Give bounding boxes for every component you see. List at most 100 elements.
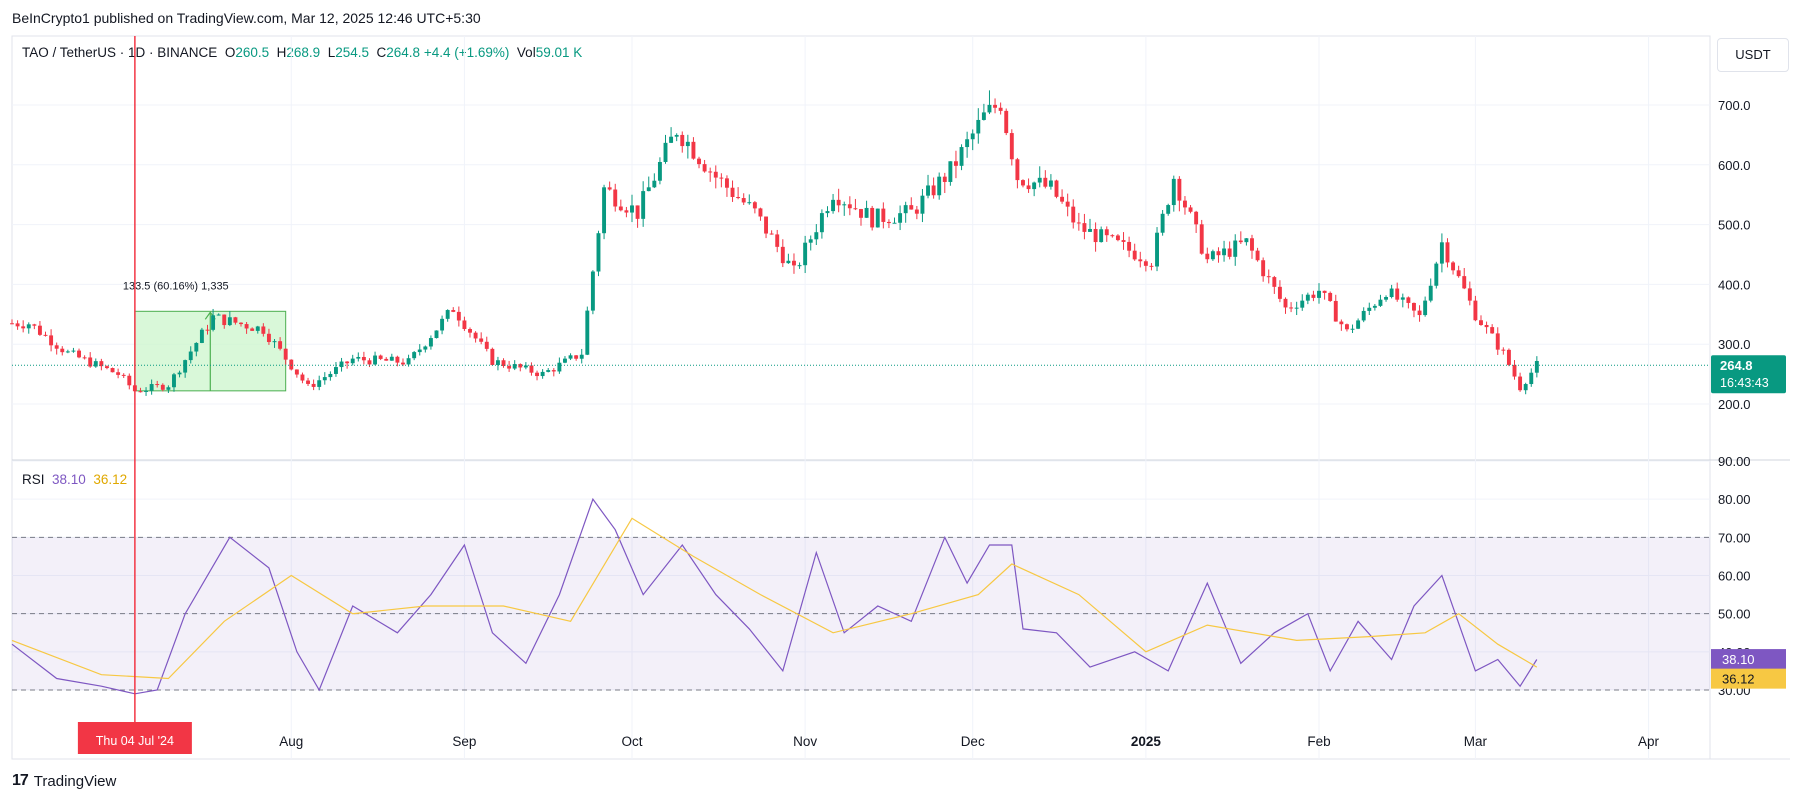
candle <box>903 201 908 223</box>
candle <box>758 207 763 221</box>
time-axis[interactable]: Aug Sep Oct Nov Dec 2025 Feb Mar Apr <box>279 734 1659 749</box>
candle <box>1160 209 1165 236</box>
time-tick-label: Sep <box>452 734 476 749</box>
candle <box>898 205 903 231</box>
candle <box>786 253 791 264</box>
bar-countdown: 16:43:43 <box>1720 376 1769 390</box>
candle-body <box>1344 324 1349 330</box>
candle <box>775 229 780 253</box>
candle <box>1216 247 1221 263</box>
candle-body <box>462 320 467 330</box>
candle-body <box>585 310 590 355</box>
candle-body <box>775 234 780 247</box>
candle-body <box>367 360 372 365</box>
candle-body <box>1501 349 1506 351</box>
candle <box>239 322 243 327</box>
candle <box>1300 294 1305 311</box>
candle-body <box>495 360 500 365</box>
candle <box>1115 234 1120 242</box>
candle <box>334 362 338 377</box>
candle-body <box>847 204 852 209</box>
candle <box>1171 175 1176 212</box>
candle-body <box>1009 133 1014 160</box>
candle-body <box>322 377 327 381</box>
candle <box>1183 196 1187 215</box>
candle <box>1266 269 1271 284</box>
candle-body <box>479 338 484 342</box>
tradingview-logo[interactable]: 17 TradingView <box>12 772 116 790</box>
candle-body <box>1529 372 1534 385</box>
candle-body <box>702 164 707 172</box>
candle-body <box>183 360 188 373</box>
candle-body <box>1160 213 1165 233</box>
candle-body <box>1339 321 1344 325</box>
candle-body <box>1233 240 1238 257</box>
candle-body <box>758 208 763 217</box>
candle-body <box>1194 211 1199 225</box>
candle <box>1082 213 1087 240</box>
rsi-series <box>11 497 1538 695</box>
candle-body <box>127 375 132 386</box>
symbol-name[interactable]: TAO / TetherUS · 1D · BINANCE <box>22 45 218 60</box>
candle-body <box>1037 177 1042 183</box>
candle <box>1367 302 1372 315</box>
candle <box>540 369 545 379</box>
candle-body <box>920 195 925 214</box>
candle-body <box>138 391 143 393</box>
candle <box>54 342 59 355</box>
candle <box>1032 181 1037 197</box>
candle-body <box>551 370 556 372</box>
candle-body <box>792 260 796 266</box>
measure-tool[interactable]: 133.5 (60.16%) 1,335 <box>123 280 287 392</box>
candle-body <box>484 341 489 349</box>
vol-label: Vol <box>516 45 536 60</box>
candle <box>1501 347 1506 355</box>
candle-body <box>953 161 958 166</box>
candle-body <box>886 221 891 224</box>
rsi-tick-label: 60.00 <box>1718 569 1751 584</box>
price-axis[interactable]: 200.0 300.0 400.0 500.0 600.0 700.0 <box>1718 98 1751 412</box>
candle-body <box>1523 384 1528 391</box>
candle-body <box>892 222 897 224</box>
candle <box>881 202 886 229</box>
currency-button[interactable]: USDT <box>1717 38 1789 72</box>
candle <box>127 373 132 390</box>
candle <box>345 361 350 369</box>
candle-body <box>334 367 338 374</box>
candle-body <box>1155 232 1159 267</box>
grid <box>12 36 1710 759</box>
candle-body <box>691 141 696 159</box>
candle-body <box>317 380 322 387</box>
candle-body <box>1149 265 1154 267</box>
rsi-tick-label: 80.00 <box>1718 492 1751 507</box>
candle-body <box>842 204 847 206</box>
candle <box>266 328 271 345</box>
candle-body <box>697 158 701 165</box>
candle-body <box>674 134 679 137</box>
candle <box>831 193 836 214</box>
candle <box>1043 170 1048 189</box>
candle-body <box>780 246 785 264</box>
candle <box>1423 296 1428 317</box>
candle <box>250 327 255 331</box>
candle <box>26 322 31 334</box>
candle-body <box>384 358 389 361</box>
candle-body <box>1451 262 1456 271</box>
candle-body <box>635 205 640 219</box>
rsi-legend[interactable]: RSI 38.10 36.12 <box>22 472 127 487</box>
candle <box>1473 295 1478 322</box>
candle-body <box>378 355 383 359</box>
vol-value: 59.01 K <box>535 45 583 60</box>
candle <box>792 253 796 274</box>
candle <box>1434 261 1439 289</box>
candle-body <box>172 374 176 388</box>
candle-body <box>1255 250 1260 261</box>
candle <box>1506 348 1511 367</box>
candle-body <box>350 358 355 364</box>
candle <box>417 344 422 356</box>
candle-body <box>451 310 456 312</box>
candle-body <box>1261 260 1266 277</box>
candle-body <box>160 384 165 390</box>
candle <box>339 357 344 372</box>
